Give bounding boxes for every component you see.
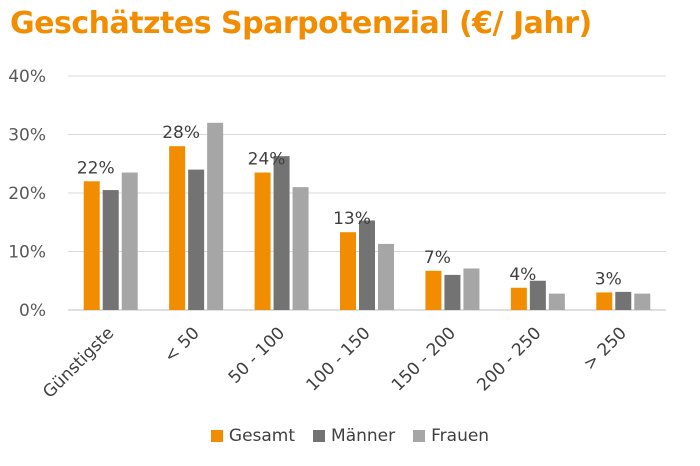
bar-mnner-3 <box>359 220 375 310</box>
legend-item-gesamt: Gesamt <box>210 426 296 446</box>
x-tick-label: > 250 <box>580 323 631 374</box>
bar-gesamt-1 <box>169 146 186 310</box>
data-label: 7% <box>424 248 451 268</box>
bar-frauen-6 <box>634 293 651 310</box>
x-tick-label: < 50 <box>160 323 203 366</box>
bar-gesamt-4 <box>425 270 442 310</box>
bar-gesamt-3 <box>340 232 356 310</box>
data-label: 3% <box>595 269 622 289</box>
bar-mnner-5 <box>529 280 546 310</box>
bar-gesamt-5 <box>510 287 527 310</box>
data-label: 22% <box>77 158 115 178</box>
bar-mnner-6 <box>615 291 632 310</box>
bar-mnner-2 <box>273 156 290 310</box>
legend-item-maenner: Männer <box>313 426 395 446</box>
bar-gesamt-6 <box>596 292 613 310</box>
bar-mnner-0 <box>102 190 119 310</box>
data-label: 28% <box>162 123 200 143</box>
chart-title: Geschätztes Sparpotenzial (€/ Jahr) <box>10 6 592 41</box>
data-label: 4% <box>509 265 536 285</box>
legend-label-gesamt: Gesamt <box>228 426 296 446</box>
chart-legend: Gesamt Männer Frauen <box>0 426 700 446</box>
x-tick-label: 200 - 250 <box>473 323 545 395</box>
bar-frauen-3 <box>378 243 394 310</box>
x-tick-label: Günstigste <box>39 323 118 402</box>
y-tick-label: 40% <box>8 67 46 87</box>
bar-frauen-0 <box>121 172 138 310</box>
legend-label-frauen: Frauen <box>431 426 490 446</box>
x-tick-label: 150 - 200 <box>388 323 460 395</box>
data-label: 24% <box>248 150 286 170</box>
legend-swatch-gesamt <box>210 430 223 442</box>
bar-mnner-4 <box>444 274 461 310</box>
y-tick-label: 10% <box>8 243 46 263</box>
bar-frauen-1 <box>207 122 224 310</box>
bar-frauen-4 <box>463 268 480 310</box>
bar-frauen-2 <box>292 187 309 310</box>
y-tick-label: 20% <box>8 184 46 204</box>
bar-gesamt-0 <box>83 181 100 310</box>
y-tick-label: 30% <box>8 126 46 146</box>
legend-swatch-frauen <box>413 430 426 442</box>
bar-frauen-5 <box>548 293 565 310</box>
legend-label-maenner: Männer <box>331 426 396 446</box>
data-label: 13% <box>333 209 371 229</box>
legend-swatch-maenner <box>313 430 326 442</box>
x-tick-label: 100 - 150 <box>303 323 375 395</box>
y-tick-label: 0% <box>19 301 46 321</box>
x-tick-label: 50 - 100 <box>225 323 289 387</box>
bar-gesamt-2 <box>254 172 271 310</box>
bar-mnner-1 <box>188 169 205 310</box>
legend-item-frauen: Frauen <box>413 426 489 446</box>
